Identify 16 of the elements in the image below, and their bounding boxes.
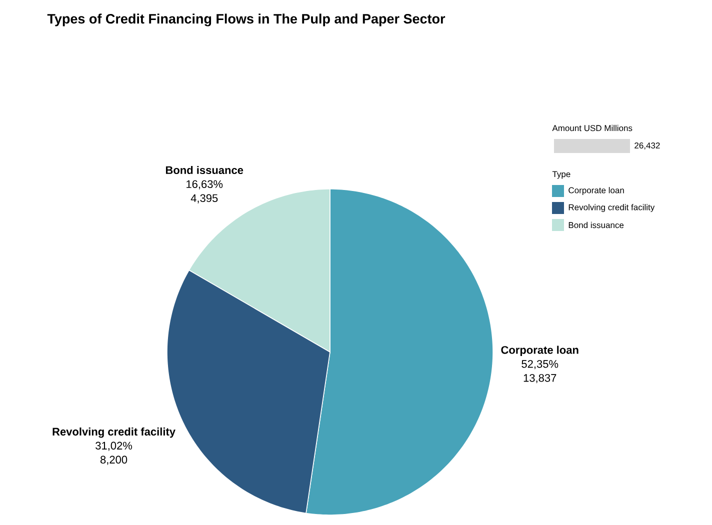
slice-label: Revolving credit facility bbox=[52, 427, 176, 438]
legend-label: Revolving credit facility bbox=[568, 204, 655, 212]
text: 26,432 bbox=[634, 142, 660, 150]
legend-title: Type bbox=[552, 171, 570, 179]
data-label: 4,395 bbox=[190, 194, 218, 204]
text: 52,35% bbox=[522, 360, 558, 370]
text: Amount USD Millions bbox=[552, 124, 632, 132]
legend-label: Bond issuance bbox=[568, 222, 624, 228]
data-label: 13,837 bbox=[524, 374, 556, 384]
legend-label: Corporate loan bbox=[568, 187, 624, 195]
text: 16,63% bbox=[186, 180, 223, 190]
slice-label: Corporate loan bbox=[501, 346, 578, 356]
chart-title: Types of Credit Financing Flows in The Pulp and Paper Sector bbox=[47, 14, 446, 26]
data-label: 8,200 bbox=[100, 456, 128, 465]
text: 31,02% bbox=[96, 442, 132, 451]
slice-label: Bond issuance bbox=[166, 166, 244, 174]
